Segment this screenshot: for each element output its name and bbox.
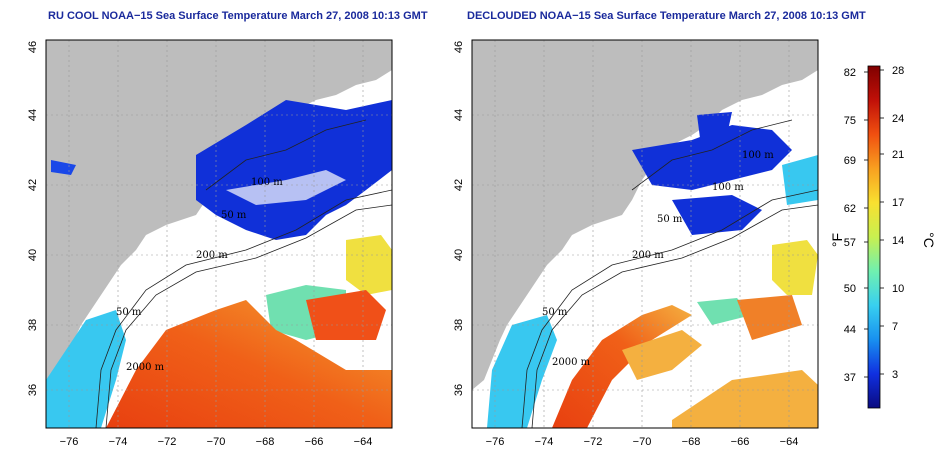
lon-tick: −64	[354, 436, 373, 448]
celsius-tick: 21	[892, 149, 904, 161]
lon-tick: −74	[535, 436, 554, 448]
warm-water-patch	[622, 330, 702, 380]
left-map-title: RU COOL NOAA−15 Sea Surface Temperature …	[48, 10, 428, 22]
mild-water-patch	[697, 298, 752, 325]
fahrenheit-tick: 44	[844, 324, 856, 336]
celsius-tick: 17	[892, 197, 904, 209]
celsius-tick: 7	[892, 321, 898, 333]
fahrenheit-tick: 82	[844, 67, 856, 79]
warm-eddy	[772, 240, 818, 295]
fahrenheit-tick: 57	[844, 237, 856, 249]
lat-tick: 42	[453, 179, 465, 191]
lat-axis: 36 38 40 42 44 46	[453, 41, 465, 396]
bathymetry-contours	[95, 119, 392, 428]
contour-label: 100 m	[251, 177, 283, 188]
lon-tick: −66	[731, 436, 750, 448]
lat-tick: 46	[453, 41, 465, 53]
map-frame	[45, 39, 393, 429]
cold-water-patch	[697, 112, 732, 138]
declouded-sst-map: 100 m 100 m 50 m 200 m 50 m 2000 m −76 −…	[453, 39, 819, 448]
contour-label: 200 m	[196, 250, 228, 261]
land-mass	[46, 40, 392, 390]
lon-tick: −66	[305, 436, 324, 448]
cloud-streak	[226, 170, 346, 205]
lat-tick: 40	[27, 249, 39, 261]
celsius-tick: 3	[892, 369, 898, 381]
temperature-colorbar: 82 75 69 62 57 50 44 37 28 24 21 17 14 1…	[820, 60, 940, 420]
celsius-tick: 14	[892, 235, 904, 247]
raw-sst-map: 100 m 50 m 200 m 50 m 2000 m −76 −74 −72…	[27, 39, 393, 448]
contour-label: 50 m	[221, 210, 247, 221]
lon-tick: −76	[486, 436, 505, 448]
celsius-tick: 24	[892, 113, 904, 125]
lat-tick: 38	[453, 319, 465, 331]
lon-tick: −72	[158, 436, 177, 448]
lat-tick: 38	[27, 319, 39, 331]
lon-axis: −76 −74 −72 −70 −68 −66 −64	[60, 436, 373, 448]
cool-water-patch	[782, 155, 818, 205]
colorbar-gradient	[867, 65, 881, 409]
warm-eddy	[346, 235, 392, 295]
contour-label: 100 m	[742, 150, 774, 161]
warm-core-patch	[737, 295, 802, 340]
celsius-unit-label: °C	[921, 232, 937, 248]
contour-label: 50 m	[116, 307, 142, 318]
lon-tick: −70	[207, 436, 226, 448]
celsius-tick: 10	[892, 283, 904, 295]
celsius-tick: 28	[892, 65, 904, 77]
gulf-stream-warm-water	[552, 305, 692, 428]
cold-water-region	[632, 125, 792, 190]
cold-water-patch	[672, 195, 762, 235]
cold-water-patch	[51, 160, 76, 175]
land-mass	[472, 40, 818, 390]
lon-tick: −70	[633, 436, 652, 448]
contour-label: 2000 m	[552, 357, 591, 368]
fahrenheit-tick: 69	[844, 155, 856, 167]
fahrenheit-tick: 62	[844, 203, 856, 215]
contour-label: 50 m	[542, 307, 568, 318]
lat-tick: 46	[27, 41, 39, 53]
lat-tick: 36	[27, 384, 39, 396]
contour-label: 2000 m	[126, 362, 165, 373]
bathymetry-contours	[521, 119, 818, 428]
lon-tick: −64	[780, 436, 799, 448]
fahrenheit-tick: 50	[844, 283, 856, 295]
fahrenheit-tick: 37	[844, 372, 856, 384]
lon-tick: −68	[256, 436, 275, 448]
fahrenheit-unit-label: °F	[829, 233, 845, 247]
right-map-title: DECLOUDED NOAA−15 Sea Surface Temperatur…	[467, 10, 866, 22]
lon-tick: −72	[584, 436, 603, 448]
colorbar-tick-marks	[864, 69, 884, 378]
contour-label: 50 m	[657, 214, 683, 225]
cold-water-region	[196, 100, 392, 240]
fahrenheit-tick: 75	[844, 115, 856, 127]
gulf-stream-warm-water	[106, 300, 392, 428]
lon-axis: −76 −74 −72 −70 −68 −66 −64	[486, 436, 799, 448]
lon-tick: −68	[682, 436, 701, 448]
lat-tick: 40	[453, 249, 465, 261]
lat-tick: 42	[27, 179, 39, 191]
contour-label: 100 m	[712, 182, 744, 193]
warm-water-patch	[672, 370, 818, 428]
contour-label: 200 m	[632, 250, 664, 261]
lat-tick: 36	[453, 384, 465, 396]
map-frame	[471, 39, 819, 429]
lat-tick: 44	[453, 109, 465, 121]
lon-tick: −74	[109, 436, 128, 448]
lon-tick: −76	[60, 436, 79, 448]
lat-tick: 44	[27, 109, 39, 121]
lat-axis: 36 38 40 42 44 46	[27, 41, 39, 396]
cool-shelf-water	[487, 315, 557, 428]
warm-core-patch	[306, 290, 386, 340]
cool-shelf-water	[46, 310, 126, 428]
